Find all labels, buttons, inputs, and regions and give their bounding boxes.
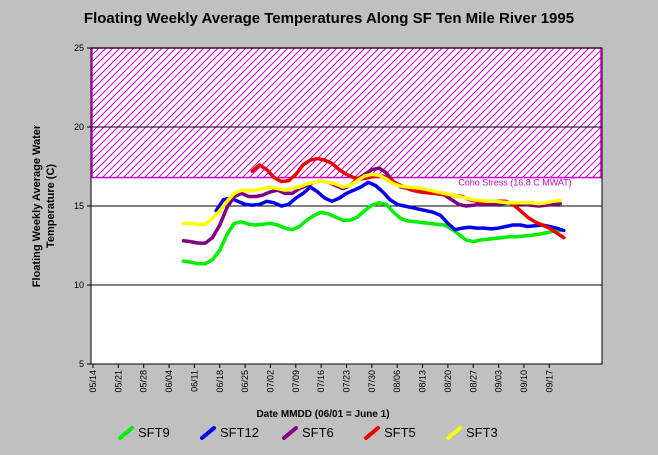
- x-tick-label: 06/18: [215, 370, 225, 393]
- x-tick-label: 07/23: [342, 370, 352, 393]
- chart-title: Floating Weekly Average Temperatures Alo…: [84, 10, 574, 27]
- y-tick-label: 20: [74, 122, 84, 132]
- legend-item-sft12: SFT12: [200, 425, 259, 440]
- legend-label: SFT9: [138, 425, 170, 440]
- legend-label: SFT12: [220, 425, 259, 440]
- legend: SFT9 SFT12 SFT6 SFT5 SFT3: [118, 425, 498, 440]
- legend-item-sft6: SFT6: [282, 425, 334, 440]
- legend-label: SFT5: [384, 425, 416, 440]
- legend-label: SFT3: [466, 425, 498, 440]
- x-tick-label: 05/14: [88, 370, 98, 393]
- x-tick-label: 07/09: [291, 370, 301, 393]
- legend-item-sft9: SFT9: [118, 425, 170, 440]
- coho-stress-label: Coho Stress (16.8 C MWAT): [458, 178, 572, 188]
- x-tick-label: 06/11: [189, 370, 199, 392]
- x-tick-label: 09/03: [494, 370, 504, 393]
- x-tick-label: 05/28: [139, 370, 149, 393]
- legend-item-sft3: SFT3: [446, 425, 498, 440]
- legend-item-sft5: SFT5: [364, 425, 416, 440]
- legend-swatch: [282, 426, 298, 440]
- y-axis-title-line-2: Temperature (C): [45, 164, 57, 248]
- x-tick-label: 08/20: [443, 370, 453, 393]
- series-line-sft6: [181, 166, 562, 245]
- series-lines: [181, 156, 566, 266]
- x-tick-label: 08/27: [468, 370, 478, 393]
- x-tick-label: 07/16: [316, 370, 326, 393]
- x-axis-title: Date MMDD (06/01 = June 1): [256, 409, 389, 420]
- legend-swatch: [446, 426, 462, 440]
- x-axis-ticks: 05/14 05/21 05/28 06/04 06/11 06/18 06/25 07/02…: [88, 364, 554, 393]
- x-tick-label: 09/10: [519, 370, 529, 393]
- legend-swatch: [364, 426, 380, 440]
- series-line-sft9: [181, 201, 562, 266]
- x-tick-label: 06/04: [164, 370, 174, 393]
- y-axis-ticks: 5 10 15 20 25: [74, 43, 91, 369]
- x-tick-label: 07/02: [265, 370, 275, 393]
- series-line-sft12: [214, 180, 566, 233]
- legend-label: SFT6: [302, 425, 334, 440]
- x-tick-label: 09/17: [544, 370, 554, 393]
- x-tick-label: 05/21: [113, 370, 123, 393]
- y-gridlines: [91, 47, 602, 286]
- y-tick-label: 5: [79, 359, 84, 369]
- legend-swatch: [200, 426, 216, 440]
- coho-stress-band: [92, 48, 601, 178]
- x-tick-label: 06/25: [240, 370, 250, 393]
- legend-swatch: [118, 426, 134, 440]
- y-tick-label: 10: [74, 280, 84, 290]
- y-axis-title: Floating Weekly Average Water Temperatur…: [31, 124, 57, 287]
- series-line-sft3: [181, 172, 562, 226]
- x-tick-label: 08/13: [418, 370, 428, 393]
- y-tick-label: 15: [74, 201, 84, 211]
- y-tick-label: 25: [74, 43, 84, 53]
- y-axis-title-line-1: Floating Weekly Average Water: [31, 124, 43, 287]
- x-tick-label: 08/06: [392, 370, 402, 393]
- x-tick-label: 07/30: [367, 370, 377, 393]
